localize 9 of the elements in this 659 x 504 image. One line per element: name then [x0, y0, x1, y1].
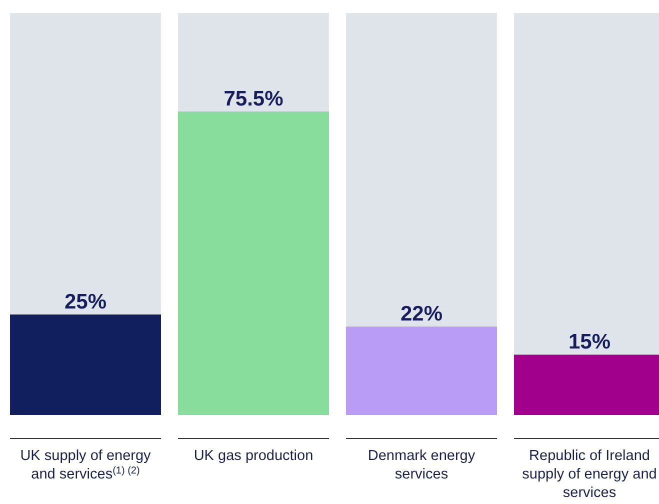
- category-label: Republic of Ireland supply of energy and services: [522, 448, 657, 501]
- bar: [346, 326, 497, 415]
- data-label: 15%: [568, 330, 611, 354]
- category-label: UK supply of energy and services$^{(1) (2)}$: [20, 448, 151, 482]
- data-label: 75.5%: [224, 87, 284, 110]
- x-tick-label: UK gas production: [194, 448, 314, 464]
- x-tick-label: Denmark energy services: [368, 448, 476, 482]
- data-label: 25%: [64, 290, 107, 314]
- data-label: 22%: [400, 302, 443, 326]
